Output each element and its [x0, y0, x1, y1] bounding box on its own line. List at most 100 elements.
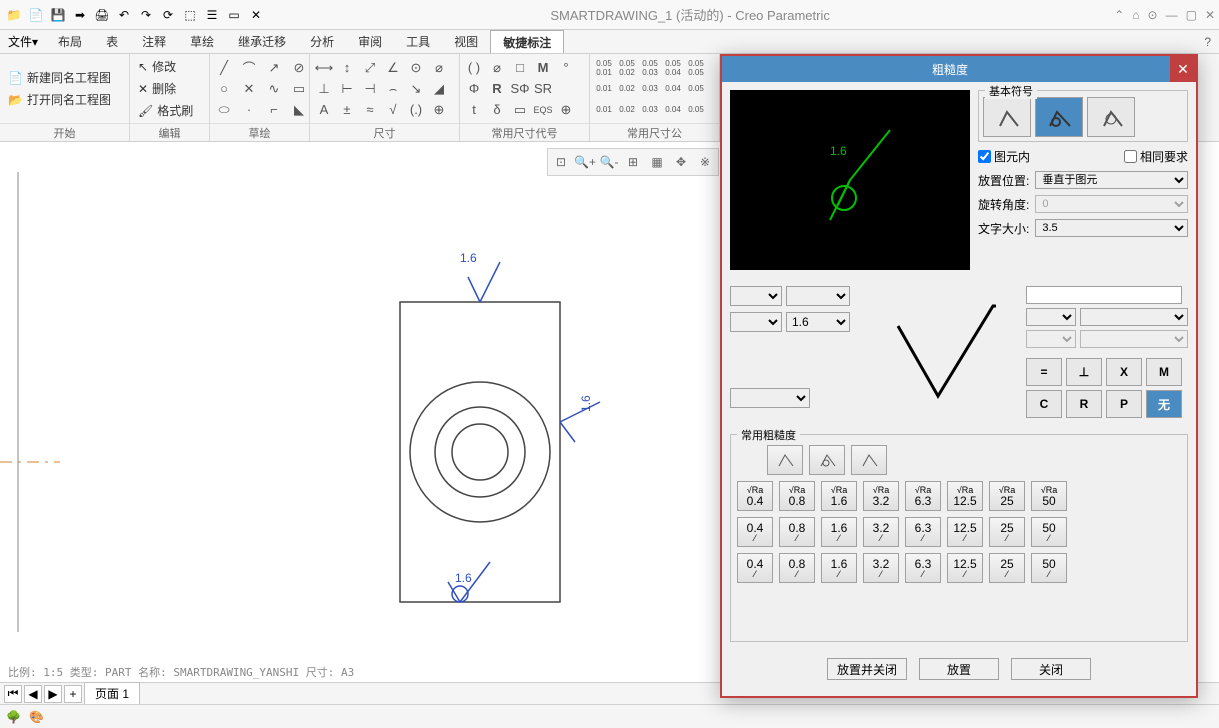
ra-12-5[interactable]: √Ra12.5: [947, 481, 983, 511]
qat-undo-icon[interactable]: ↶: [114, 5, 134, 25]
param-a2[interactable]: [786, 286, 850, 306]
sheet-prev-icon[interactable]: ◀: [24, 685, 42, 703]
tangent-tool[interactable]: ⊘: [289, 58, 309, 78]
code-diam[interactable]: ⌀: [487, 58, 507, 78]
ra-25[interactable]: √Ra25: [989, 481, 1025, 511]
modify-button[interactable]: ↖ 修改: [134, 56, 197, 77]
dim-ref[interactable]: (.): [406, 100, 426, 120]
arrow-tool[interactable]: ↗: [264, 58, 284, 78]
ra-6-3[interactable]: √Ra6.3: [905, 481, 941, 511]
qat-new-icon[interactable]: 📄: [26, 5, 46, 25]
qat-window-icon[interactable]: ▭: [224, 5, 244, 25]
p3-50[interactable]: 50⁄: [1031, 553, 1067, 583]
tol1[interactable]: 0.050.01: [594, 58, 614, 78]
code-cl[interactable]: ⊕: [556, 100, 576, 120]
opt-inside-check[interactable]: [978, 150, 991, 163]
mod-m[interactable]: M: [1146, 358, 1182, 386]
dim-arc[interactable]: ⌢: [383, 79, 403, 99]
tol2[interactable]: 0.050.02: [617, 58, 637, 78]
refit-icon[interactable]: ⊞: [622, 151, 644, 173]
tol12[interactable]: 0.02: [617, 100, 637, 120]
status-tree-icon[interactable]: 🌳: [6, 710, 21, 724]
p3-1-6[interactable]: 1.6⁄: [821, 553, 857, 583]
chamfer-tool[interactable]: ◣: [289, 100, 309, 120]
tol14[interactable]: 0.04: [663, 100, 683, 120]
param-d[interactable]: [1026, 286, 1182, 304]
tol11[interactable]: 0.01: [594, 100, 614, 120]
tab-agile[interactable]: 敏捷标注: [490, 30, 564, 53]
symbol-machined[interactable]: [1035, 97, 1083, 137]
format-button[interactable]: 🖌 格式刷: [134, 100, 197, 121]
size-select[interactable]: 3.5: [1035, 219, 1188, 237]
tab-view[interactable]: 视图: [442, 30, 490, 53]
qat-select-icon[interactable]: ⬚: [180, 5, 200, 25]
circle-tool[interactable]: ○: [214, 79, 234, 99]
tab-analysis[interactable]: 分析: [298, 30, 346, 53]
p2-12-5[interactable]: 12.5⁄: [947, 517, 983, 547]
mod-perp[interactable]: ⊥: [1066, 358, 1102, 386]
dim-rad[interactable]: ⊙: [406, 58, 426, 78]
code-none[interactable]: [556, 79, 576, 99]
help-dropdown-icon[interactable]: ⌃: [1114, 8, 1124, 22]
mod-none[interactable]: 无: [1146, 390, 1182, 418]
p2-25[interactable]: 25⁄: [989, 517, 1025, 547]
param-a1[interactable]: [730, 286, 782, 306]
code-eqs[interactable]: EQS: [533, 100, 553, 120]
tab-review[interactable]: 审阅: [346, 30, 394, 53]
tol15[interactable]: 0.05: [686, 100, 706, 120]
qat-redo-icon[interactable]: ↷: [136, 5, 156, 25]
close-window-icon[interactable]: ✕: [1205, 8, 1215, 22]
ra-1-6[interactable]: √Ra1.6: [821, 481, 857, 511]
p2-1-6[interactable]: 1.6⁄: [821, 517, 857, 547]
tab-sketch[interactable]: 草绘: [178, 30, 226, 53]
param-b2[interactable]: 1.6: [786, 312, 850, 332]
p2-0-4[interactable]: 0.4⁄: [737, 517, 773, 547]
qat-open-icon[interactable]: 📁: [4, 5, 24, 25]
dialog-close-icon[interactable]: ✕: [1170, 56, 1196, 82]
qat-save-icon[interactable]: 💾: [48, 5, 68, 25]
ra-3-2[interactable]: √Ra3.2: [863, 481, 899, 511]
rotate-select[interactable]: 0: [1035, 195, 1188, 213]
zoom-out-icon[interactable]: 🔍-: [598, 151, 620, 173]
tol6[interactable]: 0.01: [594, 79, 614, 99]
dim-align[interactable]: ⤢: [360, 58, 380, 78]
p3-0-4[interactable]: 0.4⁄: [737, 553, 773, 583]
dim-cont[interactable]: ⊣: [360, 79, 380, 99]
p3-6-3[interactable]: 6.3⁄: [905, 553, 941, 583]
tab-layout[interactable]: 布局: [46, 30, 94, 53]
tol3[interactable]: 0.050.03: [640, 58, 660, 78]
ellipse-tool[interactable]: ⬭: [214, 100, 234, 120]
opt-same[interactable]: 相同要求: [1124, 148, 1188, 165]
place-select[interactable]: 垂直于图元: [1035, 171, 1188, 189]
p2-50[interactable]: 50⁄: [1031, 517, 1067, 547]
mod-p[interactable]: P: [1106, 390, 1142, 418]
delete-button[interactable]: ✕ 删除: [134, 78, 197, 99]
param-f1[interactable]: [1026, 330, 1076, 348]
dim-ord[interactable]: ⊥: [314, 79, 334, 99]
open-drawing-button[interactable]: 📂 打开同名工程图: [4, 89, 115, 110]
dim-cham[interactable]: ◢: [429, 79, 449, 99]
maximize-icon[interactable]: ▢: [1186, 8, 1197, 22]
ra-50[interactable]: √Ra50: [1031, 481, 1067, 511]
dim-base[interactable]: ⊢: [337, 79, 357, 99]
help-icon[interactable]: ?: [1204, 35, 1211, 49]
param-f2[interactable]: [1080, 330, 1188, 348]
cross-tool[interactable]: ✕: [239, 79, 259, 99]
symbol-basic[interactable]: [983, 97, 1031, 137]
spline-tool[interactable]: ∿: [264, 79, 284, 99]
file-menu[interactable]: 文件 ▾: [0, 30, 46, 53]
code-sq[interactable]: □: [510, 58, 530, 78]
pan-icon[interactable]: ✥: [670, 151, 692, 173]
rect-tool[interactable]: ▭: [289, 79, 309, 99]
tab-annotate[interactable]: 注释: [130, 30, 178, 53]
opt-same-check[interactable]: [1124, 150, 1137, 163]
code-deg[interactable]: °: [556, 58, 576, 78]
line-tool[interactable]: ╱: [214, 58, 234, 78]
opt-inside[interactable]: 图元内: [978, 148, 1030, 165]
dim-bal[interactable]: ⊕: [429, 100, 449, 120]
qat-regen-icon[interactable]: ⟳: [158, 5, 178, 25]
dim-ang[interactable]: ∠: [383, 58, 403, 78]
mod-x[interactable]: X: [1106, 358, 1142, 386]
code-sphi[interactable]: SΦ: [510, 79, 530, 99]
dim-v[interactable]: ↕: [337, 58, 357, 78]
